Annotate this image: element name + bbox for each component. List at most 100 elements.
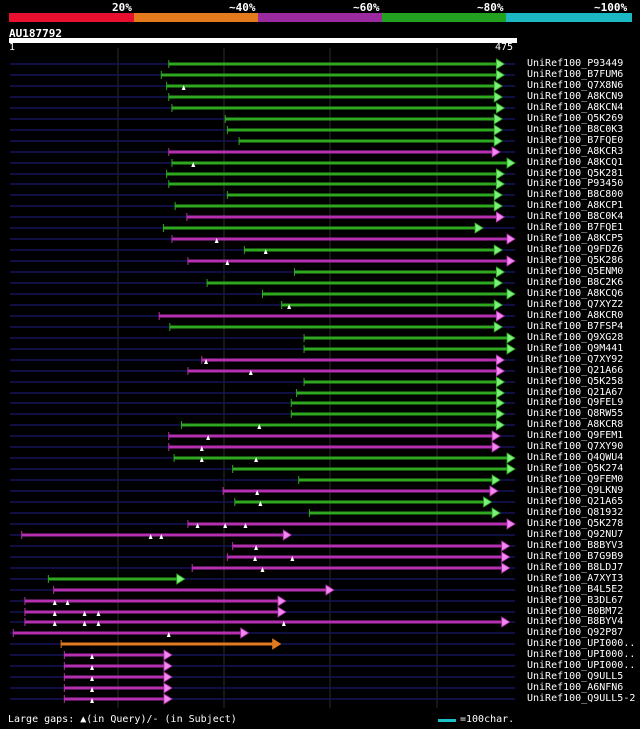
gap-marker	[204, 359, 209, 364]
hit-label[interactable]: UniRef100_Q21A65	[527, 496, 624, 507]
hit-arrow	[493, 244, 503, 256]
scale-label-100: ~100%	[594, 1, 628, 14]
hit-label[interactable]: UniRef100_UPI000..	[527, 660, 636, 671]
hit-label[interactable]: UniRef100_A8KCR3	[527, 146, 624, 157]
hit-arrow	[501, 551, 511, 563]
hit-label[interactable]: UniRef100_A8KCN4	[527, 102, 624, 113]
scale-label-40: ~40%	[229, 1, 256, 14]
hit-label[interactable]: UniRef100_Q9LKN9	[527, 485, 624, 496]
hit-label[interactable]: UniRef100_A7XYI3	[527, 573, 624, 584]
hit-arrow	[493, 189, 503, 201]
hit-label[interactable]: UniRef100_B7FQE0	[527, 135, 624, 146]
hit-arrow	[176, 573, 186, 585]
hit-label[interactable]: UniRef100_Q9XG28	[527, 332, 624, 343]
hit-arrow	[491, 507, 501, 519]
hit-label[interactable]: UniRef100_Q4QWU4	[527, 452, 624, 463]
hit-arrow	[493, 200, 503, 212]
hit-label[interactable]: UniRef100_Q9M441	[527, 343, 624, 354]
hit-label[interactable]: UniRef100_Q9FDZ6	[527, 244, 624, 255]
hit-label[interactable]: UniRef100_B8BYV4	[527, 616, 624, 627]
hit-arrow	[272, 638, 282, 650]
hit-label[interactable]: UniRef100_B3DL67	[527, 595, 624, 606]
hit-label[interactable]: UniRef100_Q92NU7	[527, 529, 624, 540]
hit-arrow	[491, 430, 501, 442]
hit-label[interactable]: UniRef100_B7FUM6	[527, 69, 624, 80]
hit-label[interactable]: UniRef100_UPI000..	[527, 649, 636, 660]
hit-label[interactable]: UniRef100_A8KCQ6	[527, 288, 624, 299]
gap-marker	[206, 435, 211, 440]
hit-arrow	[493, 135, 503, 147]
hit-label[interactable]: UniRef100_Q5K274	[527, 463, 624, 474]
gap-marker	[82, 621, 87, 626]
hit-label[interactable]: UniRef100_Q7XYZ2	[527, 299, 624, 310]
hit-label[interactable]: UniRef100_P93450	[527, 178, 624, 189]
hit-label[interactable]: UniRef100_Q5K258	[527, 376, 624, 387]
hit-label[interactable]: UniRef100_P93449	[527, 58, 624, 69]
hit-label[interactable]: UniRef100_A8KCQ1	[527, 157, 624, 168]
hit-label[interactable]: UniRef100_Q5K269	[527, 113, 624, 124]
hit-label[interactable]: UniRef100_A8KCR0	[527, 310, 624, 321]
hit-arrow	[240, 627, 250, 639]
hit-arrow	[506, 332, 516, 344]
hit-label[interactable]: UniRef100_Q92P87	[527, 627, 624, 638]
hit-label[interactable]: UniRef100_B7FQE1	[527, 222, 624, 233]
hit-arrow	[325, 584, 335, 596]
hit-label[interactable]: UniRef100_A8KCR8	[527, 419, 624, 430]
hit-arrow	[491, 441, 501, 453]
hit-arrow	[493, 80, 503, 92]
query-start: 1	[9, 42, 16, 53]
hit-label[interactable]: UniRef100_B7G9B9	[527, 551, 624, 562]
gap-marker	[90, 665, 95, 670]
hit-label[interactable]: UniRef100_Q7XY90	[527, 441, 624, 452]
gap-marker	[52, 600, 57, 605]
gap-marker	[257, 424, 262, 429]
hit-label[interactable]: UniRef100_Q9ULL5-2	[527, 693, 636, 704]
hit-arrow	[506, 452, 516, 464]
hit-label[interactable]: UniRef100_Q7XY92	[527, 354, 624, 365]
scale-segment-100	[506, 13, 632, 22]
hit-label[interactable]: UniRef100_Q5K281	[527, 168, 624, 179]
hit-label[interactable]: UniRef100_B8C0K4	[527, 211, 624, 222]
hit-arrow	[493, 91, 503, 103]
query-id: AU187792	[9, 27, 62, 40]
hit-label[interactable]: UniRef100_Q5K286	[527, 255, 624, 266]
hit-label[interactable]: UniRef100_B8C800	[527, 189, 624, 200]
hit-arrow	[163, 649, 173, 661]
gap-marker	[52, 621, 57, 626]
gap-marker	[248, 370, 253, 375]
query-bar	[9, 38, 517, 43]
scale-label-60: ~60%	[353, 1, 380, 14]
hit-label[interactable]: UniRef100_Q5K278	[527, 518, 624, 529]
hit-label[interactable]: UniRef100_B8C2K6	[527, 277, 624, 288]
hit-label[interactable]: UniRef100_B4L5E2	[527, 584, 624, 595]
hit-arrow	[495, 69, 506, 81]
hit-label[interactable]: UniRef100_Q9FEM1	[527, 430, 624, 441]
hit-label[interactable]: UniRef100_A8KCP5	[527, 233, 624, 244]
hit-label[interactable]: UniRef100_Q7X8N6	[527, 80, 624, 91]
hit-label[interactable]: UniRef100_A6NFN6	[527, 682, 624, 693]
hit-arrow	[501, 562, 511, 574]
hit-label[interactable]: UniRef100_Q5ENM0	[527, 266, 624, 277]
hit-arrow	[506, 343, 516, 355]
hit-label[interactable]: UniRef100_Q21A67	[527, 387, 624, 398]
hit-label[interactable]: UniRef100_Q8RW55	[527, 408, 624, 419]
hit-label[interactable]: UniRef100_B0BM72	[527, 606, 624, 617]
hit-arrow	[163, 693, 173, 705]
hit-label[interactable]: UniRef100_B8LDJ7	[527, 562, 624, 573]
hit-label[interactable]: UniRef100_Q81932	[527, 507, 624, 518]
hit-arrow	[495, 58, 506, 70]
hit-label[interactable]: UniRef100_UPI000..	[527, 638, 636, 649]
hit-label[interactable]: UniRef100_B8BYV3	[527, 540, 624, 551]
hit-label[interactable]: UniRef100_Q21A66	[527, 365, 624, 376]
hit-label[interactable]: UniRef100_Q9FEM0	[527, 474, 624, 485]
hit-label[interactable]: UniRef100_B8C0K3	[527, 124, 624, 135]
hit-label[interactable]: UniRef100_Q9ULL5	[527, 671, 624, 682]
hit-label[interactable]: UniRef100_A8KCN9	[527, 91, 624, 102]
gap-marker	[199, 446, 204, 451]
hit-label[interactable]: UniRef100_Q9FEL9	[527, 397, 624, 408]
hit-label[interactable]: UniRef100_B7FSP4	[527, 321, 624, 332]
hit-label[interactable]: UniRef100_A8KCP1	[527, 200, 624, 211]
gap-marker	[243, 523, 248, 528]
gap-marker	[254, 457, 259, 462]
hit-arrow	[506, 518, 516, 530]
